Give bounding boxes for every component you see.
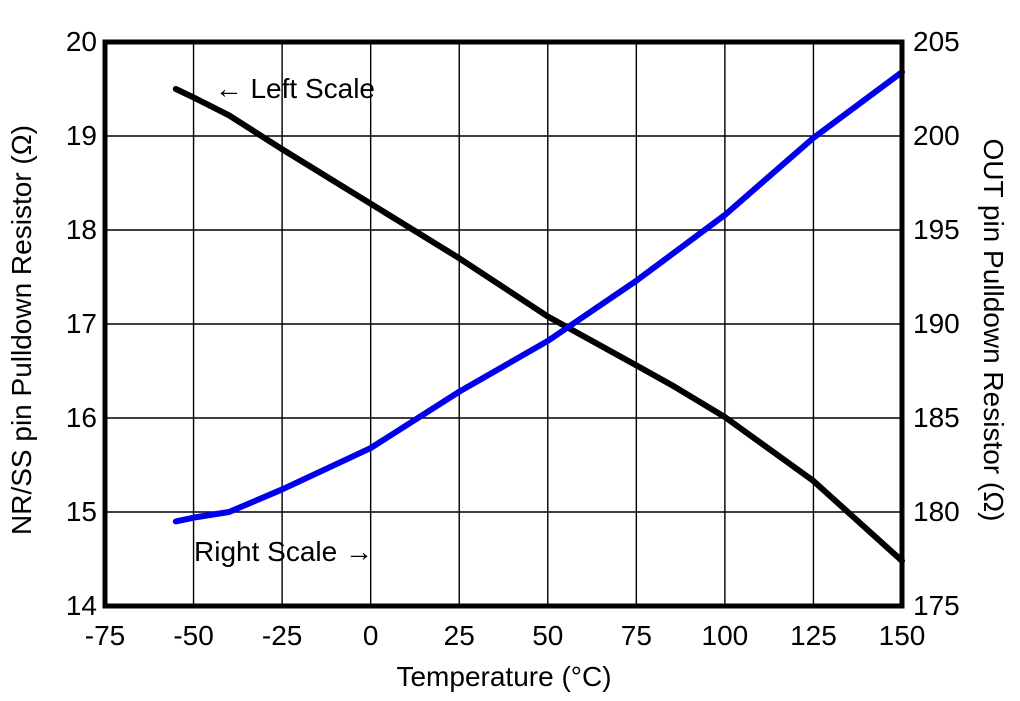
x-tick-label: 75 xyxy=(620,620,652,651)
y-left-tick-label: 14 xyxy=(65,590,97,621)
y-left-tick-label: 18 xyxy=(65,214,97,245)
plot-border xyxy=(102,39,905,609)
y-right-tick-label: 190 xyxy=(913,308,960,339)
left-scale-annotation: ← Left Scale xyxy=(214,73,376,104)
x-tick-label: -75 xyxy=(84,620,126,651)
series-nrss-pulldown xyxy=(172,86,905,564)
y-right-tick-label: 200 xyxy=(913,120,960,151)
y-left-tick-label: 15 xyxy=(65,496,97,527)
right-axis-title: OUT pin Pulldown Resistor (Ω) xyxy=(978,138,1009,522)
y-right-tick-label: 185 xyxy=(913,402,960,433)
y-right-tick-label: 175 xyxy=(913,590,960,621)
y-left-tick-label: 20 xyxy=(65,26,97,57)
y-left-tick-label: 16 xyxy=(65,402,97,433)
right-scale-annotation: Right Scale → xyxy=(194,536,373,568)
left-axis-title: NR/SS pin Pulldown Resistor (Ω) xyxy=(6,125,37,535)
x-tick-label: 100 xyxy=(701,620,749,651)
y-right-tick-label: 180 xyxy=(913,496,960,527)
x-tick-label: -50 xyxy=(173,620,214,651)
y-left-tick-label: 19 xyxy=(65,120,97,151)
x-tick-label: 150 xyxy=(878,620,926,651)
x-tick-label: 125 xyxy=(790,620,837,651)
x-axis-title: Temperature (°C) xyxy=(396,661,612,692)
y-right-tick-label: 205 xyxy=(913,26,960,57)
x-tick-label: -25 xyxy=(261,620,303,651)
x-tick-label: 25 xyxy=(443,620,475,651)
series-out-pulldown xyxy=(172,69,905,525)
y-left-tick-label: 17 xyxy=(65,308,97,339)
x-tick-label: 50 xyxy=(532,620,564,651)
x-tick-label: 0 xyxy=(362,620,379,651)
y-right-tick-label: 195 xyxy=(913,214,960,245)
